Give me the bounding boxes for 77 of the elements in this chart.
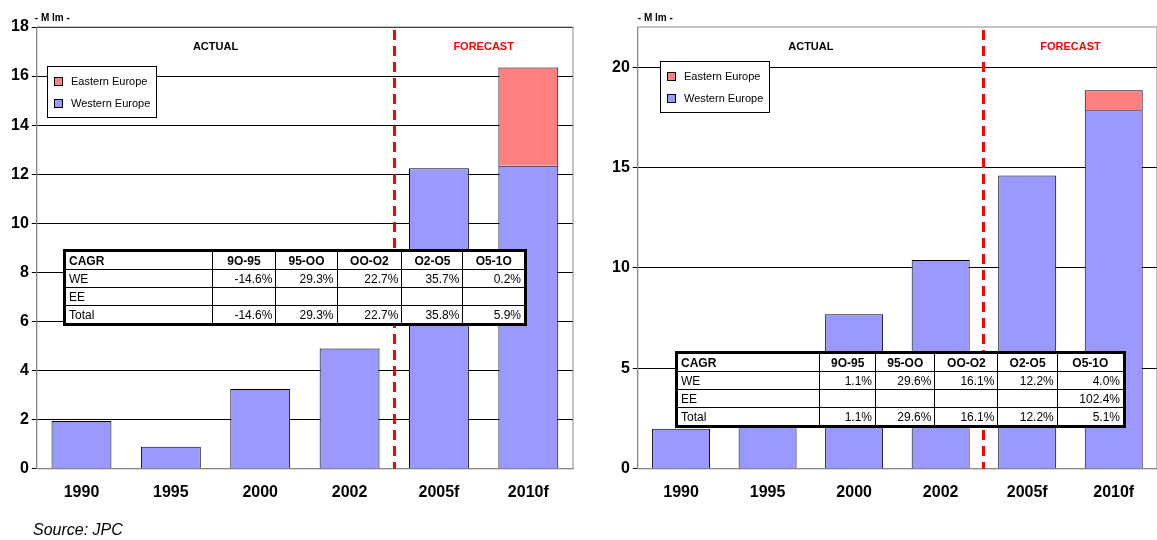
y-tick-label: 8 — [19, 262, 29, 280]
annotation: 4.0% — [1057, 371, 1125, 390]
annotation: 22.7% — [337, 305, 402, 325]
x-tick-label: 2010f — [1093, 482, 1135, 500]
annotation: 5.1% — [1057, 407, 1125, 427]
annotation: ACTUAL — [788, 40, 834, 53]
y-tick-label: 0 — [19, 459, 29, 477]
y-tick-label: 6 — [19, 311, 29, 329]
annotation: FORECAST — [1040, 40, 1101, 53]
legend-label: Western Europe — [683, 91, 764, 106]
y-tick-label: 20 — [612, 57, 630, 75]
legend-label: Eastern Europe — [70, 74, 149, 89]
legend-label: Eastern Europe — [683, 69, 762, 84]
annotation: 9O-95 — [819, 352, 876, 372]
y-axis-title: - M lm - — [637, 11, 673, 23]
annotation: 9O-95 — [212, 250, 276, 270]
x-tick-label: 2010f — [507, 482, 550, 500]
annotation: EE — [676, 389, 820, 408]
annotation: O2-O5 — [401, 250, 463, 270]
annotation: 12.2% — [997, 407, 1058, 427]
annotation: WE — [676, 371, 820, 390]
annotation: 22.7% — [337, 269, 402, 288]
y-tick-label: 12 — [11, 164, 29, 182]
annotation: 29.6% — [875, 407, 935, 427]
annotation: 0.2% — [462, 269, 526, 288]
annotation: 29.6% — [875, 371, 935, 390]
annotation: 1.1% — [819, 407, 876, 427]
x-tick-label: 2000 — [242, 482, 279, 500]
x-tick-label: 1990 — [63, 482, 100, 500]
annotation: -14.6% — [212, 269, 276, 288]
x-tick-label: 2005f — [418, 482, 461, 500]
annotation: FORECAST — [453, 40, 515, 53]
annotation: 5.9% — [462, 305, 526, 325]
annotation: 29.3% — [275, 269, 338, 288]
annotation: O5-1O — [462, 250, 526, 270]
y-tick-label: 4 — [19, 361, 29, 379]
annotation: 29.3% — [275, 305, 338, 325]
annotation: 102.4% — [1057, 389, 1125, 408]
y-tick-label: 16 — [11, 66, 29, 84]
annotation: Total — [676, 407, 820, 427]
y-tick-label: 15 — [612, 157, 630, 175]
annotation: 95-OO — [875, 352, 935, 372]
source-note: Source: JPC — [33, 521, 124, 539]
annotation: -14.6% — [212, 305, 276, 325]
y-tick-label: 14 — [11, 115, 29, 133]
annotation: 16.1% — [934, 371, 998, 390]
annotation: 35.8% — [401, 305, 463, 325]
annotation: 35.7% — [401, 269, 463, 288]
annotation: 16.1% — [934, 407, 998, 427]
annotation: ACTUAL — [192, 40, 239, 53]
y-tick-label: 10 — [11, 213, 29, 231]
annotation: CAGR — [64, 250, 213, 270]
annotation: 1.1% — [819, 371, 876, 390]
annotation: O5-1O — [1057, 352, 1125, 372]
x-tick-label: 2000 — [836, 482, 873, 500]
annotation: OO-O2 — [337, 250, 402, 270]
y-axis-title: - M lm - — [34, 11, 70, 23]
annotation: CAGR — [676, 352, 820, 372]
x-tick-label: 2002 — [331, 482, 368, 500]
y-tick-label: 2 — [19, 410, 29, 428]
annotation: WE — [64, 269, 213, 288]
annotation: EE — [64, 287, 213, 306]
y-tick-label: 5 — [620, 358, 630, 376]
legend-label: Western Europe — [70, 96, 151, 111]
x-tick-label: 1995 — [153, 482, 189, 500]
x-tick-label: 2005f — [1006, 482, 1049, 500]
annotation: 95-OO — [275, 250, 338, 270]
x-tick-label: 1990 — [663, 482, 699, 500]
y-tick-label: 0 — [620, 459, 630, 477]
annotation: Total — [64, 305, 213, 325]
x-tick-label: 2002 — [922, 482, 959, 500]
x-tick-label: 1995 — [749, 482, 786, 500]
y-tick-label: 10 — [612, 258, 630, 276]
y-tick-label: 18 — [11, 17, 29, 35]
annotation: OO-O2 — [934, 352, 998, 372]
annotation: 12.2% — [997, 371, 1058, 390]
annotation: O2-O5 — [997, 352, 1058, 372]
